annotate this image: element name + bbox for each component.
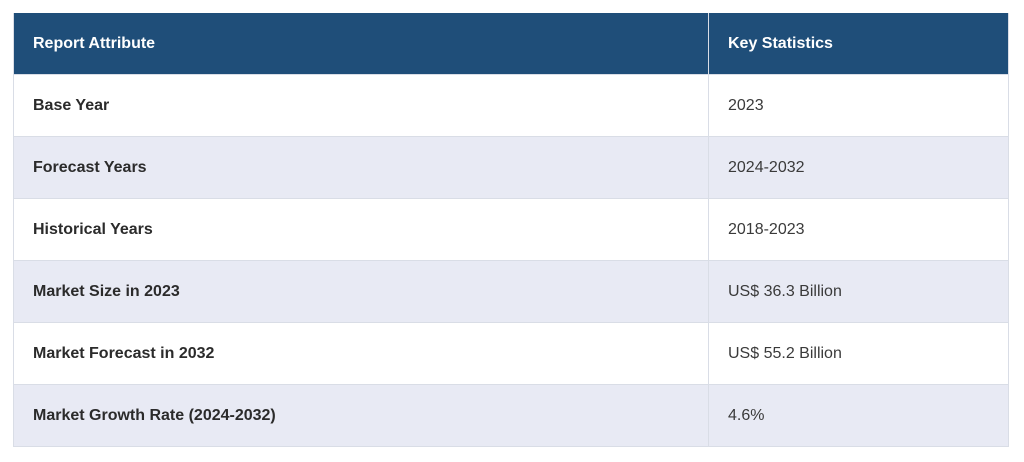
- table-row: Historical Years 2018-2023: [13, 198, 1009, 261]
- table-header-row: Report Attribute Key Statistics: [13, 13, 1009, 75]
- header-report-attribute: Report Attribute: [13, 13, 709, 75]
- row-value-market-growth-rate: 4.6%: [708, 384, 1009, 447]
- row-value-historical-years: 2018-2023: [708, 198, 1009, 261]
- row-value-base-year: 2023: [708, 74, 1009, 137]
- report-attributes-table: Report Attribute Key Statistics Base Yea…: [13, 13, 1009, 447]
- row-attribute-base-year: Base Year: [13, 74, 709, 137]
- row-value-forecast-years: 2024-2032: [708, 136, 1009, 199]
- row-value-market-forecast: US$ 55.2 Billion: [708, 322, 1009, 385]
- table-row: Forecast Years 2024-2032: [13, 136, 1009, 199]
- row-attribute-market-forecast: Market Forecast in 2032: [13, 322, 709, 385]
- row-attribute-market-growth-rate: Market Growth Rate (2024-2032): [13, 384, 709, 447]
- table-row: Market Growth Rate (2024-2032) 4.6%: [13, 384, 1009, 447]
- table-row: Market Size in 2023 US$ 36.3 Billion: [13, 260, 1009, 323]
- row-attribute-market-size: Market Size in 2023: [13, 260, 709, 323]
- row-value-market-size: US$ 36.3 Billion: [708, 260, 1009, 323]
- table-row: Market Forecast in 2032 US$ 55.2 Billion: [13, 322, 1009, 385]
- header-key-statistics: Key Statistics: [708, 13, 1009, 75]
- table-row: Base Year 2023: [13, 74, 1009, 137]
- row-attribute-forecast-years: Forecast Years: [13, 136, 709, 199]
- row-attribute-historical-years: Historical Years: [13, 198, 709, 261]
